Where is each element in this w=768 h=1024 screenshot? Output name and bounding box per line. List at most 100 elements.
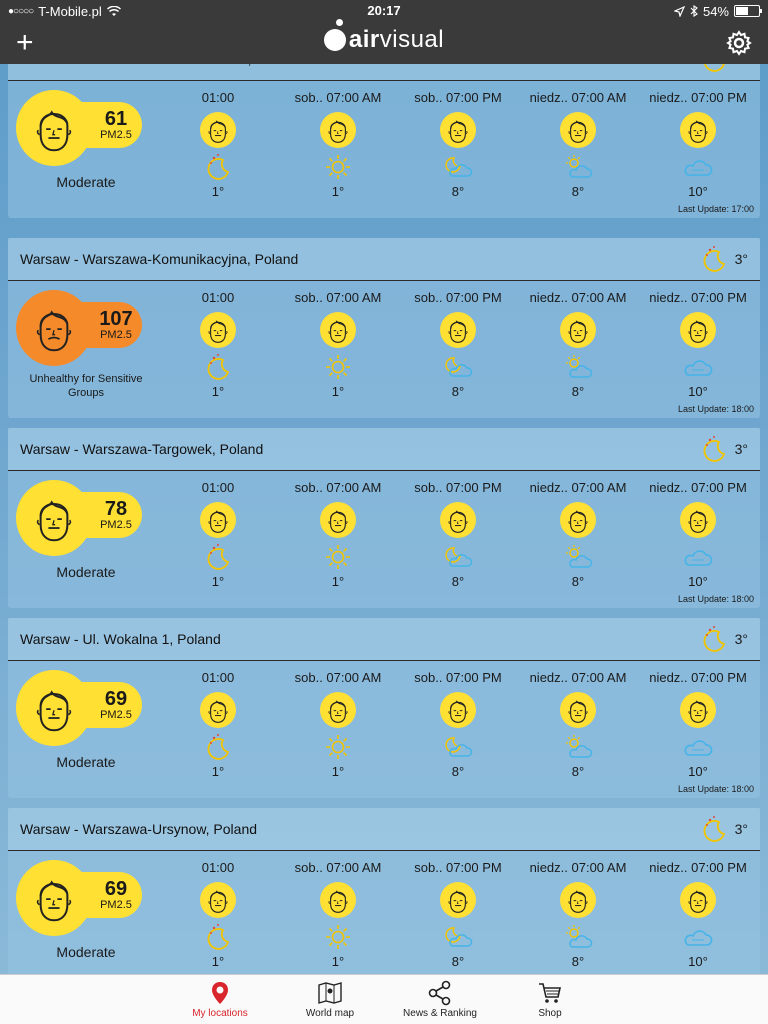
forecast-item: niedz.. 07:00 AM 8°	[518, 290, 638, 399]
aqi-face-icon	[560, 312, 596, 348]
moon-icon	[699, 814, 729, 844]
location-arrow-icon	[673, 5, 685, 17]
aqi-value: 61	[104, 108, 128, 130]
forecast-row: 01:00 1° sob.. 07:00 AM 1° sob.. 07:00 P…	[158, 480, 758, 589]
card-header: Warsaw - Warszawa-Komunikacyjna, Poland …	[8, 238, 760, 281]
aqi-unit: PM2.5	[100, 329, 132, 341]
aqi-face-icon	[560, 112, 596, 148]
tab-shop[interactable]: Shop	[495, 975, 605, 1024]
cloud-sun-icon	[563, 152, 593, 182]
sad-face-icon	[16, 290, 92, 366]
cloud-icon	[683, 542, 713, 572]
forecast-temp: 8°	[451, 954, 465, 969]
aqi-face-icon	[200, 882, 236, 918]
aqi-value: 69	[104, 688, 128, 710]
battery-percent: 54%	[702, 3, 729, 19]
forecast-item: niedz.. 07:00 AM 8°	[518, 670, 638, 779]
aqi-status-label: Moderate	[56, 564, 116, 580]
sun-icon	[323, 922, 353, 952]
forecast-time: niedz.. 07:00 PM	[649, 480, 747, 495]
neutral-face-icon	[16, 670, 92, 746]
forecast-temp: 1°	[211, 184, 225, 199]
moon-icon	[203, 542, 233, 572]
tab-world-map[interactable]: World map	[275, 975, 385, 1024]
cloud-moon-icon	[443, 922, 473, 952]
location-card[interactable]: Warsaw - Warszawa-Ursynow, Poland 3° 69 …	[8, 808, 760, 974]
aqi-face-icon	[320, 112, 356, 148]
aqi-face-icon	[320, 312, 356, 348]
forecast-time: sob.. 07:00 AM	[294, 480, 382, 495]
aqi-face-icon	[680, 692, 716, 728]
sun-icon	[323, 542, 353, 572]
cloud-moon-icon	[443, 152, 473, 182]
current-temp: 3°	[735, 64, 748, 67]
cloud-sun-icon	[563, 542, 593, 572]
top-bar: ●○○○○ T-Mobile.pl 20:17 54% + airvisual	[0, 0, 768, 64]
tab-bar: My locations World map News & Ranking Sh…	[0, 974, 768, 1024]
location-card[interactable]: Warsaw - Warszawa-Targowek, Poland 3° 78…	[8, 428, 760, 608]
forecast-item: niedz.. 07:00 PM 10°	[638, 480, 758, 589]
forecast-temp: 8°	[451, 764, 465, 779]
wifi-icon	[106, 5, 121, 16]
aqi-status-label: Unhealthy for Sensitive Groups	[29, 373, 143, 400]
add-location-button[interactable]: +	[16, 26, 34, 59]
forecast-item: sob.. 07:00 AM 1°	[278, 290, 398, 399]
settings-gear-icon[interactable]	[726, 30, 752, 56]
current-temp: 3°	[734, 251, 748, 267]
forecast-time: sob.. 07:00 AM	[294, 670, 382, 685]
locations-list[interactable]: Warsaw - Warszawa-Marszalkowska, Poland …	[0, 64, 768, 974]
forecast-item: sob.. 07:00 PM 8°	[398, 90, 518, 199]
world-map-icon	[318, 982, 342, 1004]
aqi-unit: PM2.5	[100, 709, 132, 721]
location-title: Warsaw - Warszawa-Ursynow, Poland	[20, 821, 258, 837]
forecast-time: 01:00	[201, 480, 235, 495]
forecast-time: sob.. 07:00 PM	[414, 290, 502, 305]
forecast-item: 01:00 1°	[158, 670, 278, 779]
last-update: Last Update: 18:00	[677, 594, 754, 604]
cloud-moon-icon	[443, 542, 473, 572]
cloud-sun-icon	[563, 922, 593, 952]
aqi-face-icon	[320, 692, 356, 728]
forecast-temp: 10°	[688, 954, 708, 969]
forecast-time: niedz.. 07:00 AM	[529, 290, 627, 305]
location-title: Warsaw - Warszawa-Marszalkowska, Poland	[20, 64, 299, 67]
forecast-temp: 1°	[331, 764, 345, 779]
aqi-face-icon	[440, 312, 476, 348]
tab-my-locations[interactable]: My locations	[165, 975, 275, 1024]
last-update: Last Update: 18:00	[677, 784, 754, 794]
forecast-temp: 1°	[211, 954, 225, 969]
forecast-time: 01:00	[201, 860, 235, 875]
forecast-time: sob.. 07:00 PM	[414, 670, 502, 685]
aqi-face-icon	[200, 112, 236, 148]
current-weather: 3°	[699, 814, 748, 844]
current-weather: 3°	[699, 434, 748, 464]
map-pin-icon	[212, 982, 228, 1004]
card-header: Warsaw - Warszawa-Targowek, Poland 3°	[8, 428, 760, 471]
aqi-face-icon	[440, 112, 476, 148]
forecast-time: sob.. 07:00 PM	[414, 90, 502, 105]
aqi-face-icon	[560, 882, 596, 918]
forecast-temp: 10°	[688, 184, 708, 199]
aqi-face-icon	[200, 312, 236, 348]
aqi-face-icon	[560, 692, 596, 728]
share-nodes-icon	[428, 980, 451, 1006]
forecast-row: 01:00 1° sob.. 07:00 AM 1° sob.. 07:00 P…	[158, 290, 758, 399]
cloud-sun-icon	[563, 352, 593, 382]
location-card[interactable]: Warsaw - Warszawa-Komunikacyjna, Poland …	[8, 238, 760, 418]
aqi-face-icon	[680, 312, 716, 348]
aqi-face-icon	[680, 112, 716, 148]
aqi-face-icon	[560, 502, 596, 538]
last-update: Last Update: 17:00	[677, 204, 754, 214]
sun-icon	[323, 352, 353, 382]
tab-news-ranking[interactable]: News & Ranking	[385, 975, 495, 1024]
neutral-face-icon	[16, 860, 92, 936]
current-temp: 3°	[734, 821, 748, 837]
forecast-item: niedz.. 07:00 PM 10°	[638, 290, 758, 399]
forecast-temp: 1°	[211, 764, 225, 779]
forecast-item: niedz.. 07:00 PM 10°	[638, 860, 758, 969]
forecast-temp: 10°	[688, 574, 708, 589]
aqi-value: 107	[99, 308, 133, 330]
location-card[interactable]: Warsaw - Warszawa-Marszalkowska, Poland …	[8, 64, 760, 218]
location-card[interactable]: Warsaw - Ul. Wokalna 1, Poland 3° 69 PM2…	[8, 618, 760, 798]
forecast-temp: 10°	[688, 764, 708, 779]
